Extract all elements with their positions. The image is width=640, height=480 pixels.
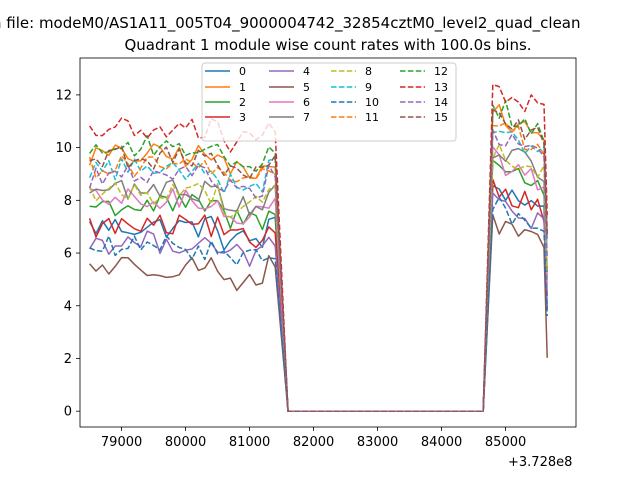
legend-label-11: 11 <box>365 111 379 124</box>
legend-box <box>201 62 457 142</box>
series-line-0 <box>88 185 548 412</box>
figure-suptitle: n file: modeM0/AS1A11_005T04_9000004742_… <box>0 14 581 33</box>
legend-label-13: 13 <box>434 81 448 94</box>
y-tick-label: 10 <box>55 141 72 156</box>
x-axis: 79000 80000 81000 82000 83000 84000 85000 <box>101 427 526 450</box>
x-tick-label: 81000 <box>229 435 270 450</box>
series-line-11 <box>88 121 548 412</box>
x-tick-label: 82000 <box>293 435 334 450</box>
legend-label-5: 5 <box>303 81 310 94</box>
legend-label-10: 10 <box>365 96 379 109</box>
legend-label-1: 1 <box>239 81 246 94</box>
y-axis: 0 2 4 6 8 10 12 <box>55 88 80 420</box>
legend-label-9: 9 <box>365 81 372 94</box>
legend-label-15: 15 <box>434 111 448 124</box>
series-line-12 <box>88 99 548 412</box>
legend-label-4: 4 <box>303 65 310 78</box>
legend-label-7: 7 <box>303 111 310 124</box>
series-line-3 <box>88 178 548 412</box>
series-line-2 <box>89 159 548 412</box>
y-tick-label: 8 <box>64 194 72 209</box>
series-line-14 <box>88 129 548 412</box>
legend-label-8: 8 <box>365 65 372 78</box>
plot-frame <box>79 57 577 428</box>
series-line-6 <box>89 146 548 412</box>
legend-label-12: 12 <box>434 65 448 78</box>
series-line-10 <box>89 196 548 412</box>
legend-label-2: 2 <box>239 96 246 109</box>
series-line-5 <box>89 214 548 412</box>
series-line-8 <box>88 143 548 412</box>
y-tick-label: 6 <box>64 247 72 262</box>
x-tick-label: 84000 <box>421 435 462 450</box>
y-tick-label: 2 <box>64 352 72 367</box>
legend-label-3: 3 <box>239 111 246 124</box>
x-tick-label: 83000 <box>357 435 398 450</box>
y-tick-label: 4 <box>64 299 72 314</box>
series-layer <box>88 83 548 412</box>
y-tick-label: 12 <box>55 88 72 103</box>
x-tick-label: 79000 <box>101 435 142 450</box>
x-tick-label: 80000 <box>165 435 206 450</box>
legend-label-14: 14 <box>434 96 448 109</box>
series-line-1 <box>88 103 548 412</box>
x-offset-label: +3.728e8 <box>508 455 572 470</box>
legend-label-0: 0 <box>239 65 246 78</box>
legend-label-6: 6 <box>303 96 310 109</box>
chart-title: Quadrant 1 module wise count rates with … <box>124 36 531 54</box>
y-tick-label: 0 <box>64 405 72 420</box>
x-tick-label: 85000 <box>485 435 526 450</box>
